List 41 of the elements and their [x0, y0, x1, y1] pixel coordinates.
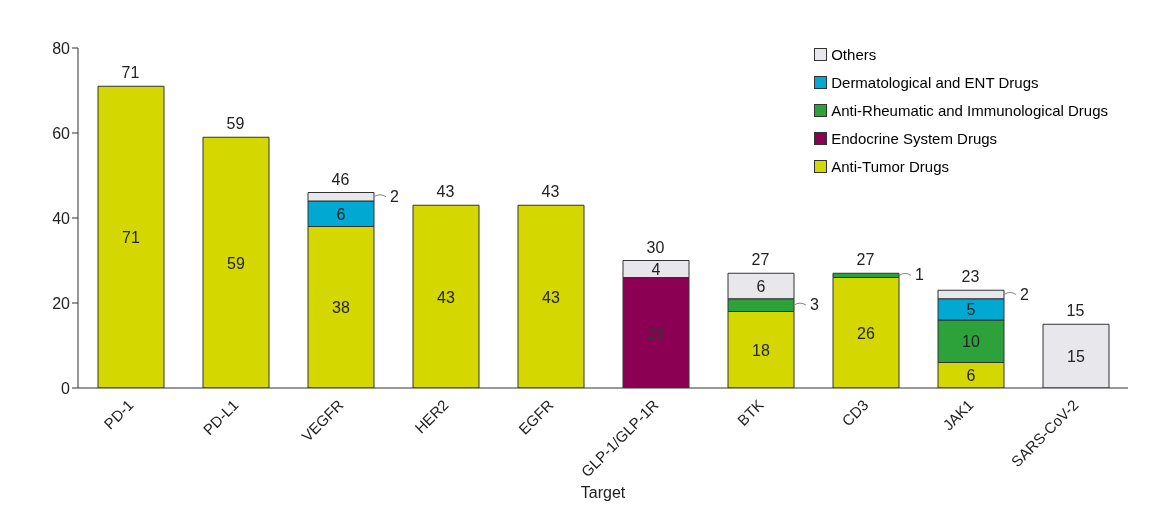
data-label: 6 [336, 205, 346, 223]
data-label: 3 [810, 296, 819, 314]
y-tick-label: 60 [52, 124, 71, 142]
x-axis-title: Target [580, 484, 626, 501]
y-tick-label: 40 [52, 209, 71, 227]
total-label: 27 [751, 251, 770, 269]
y-tick-label: 20 [52, 294, 71, 312]
y-tick-label: 80 [52, 39, 71, 57]
total-label: 15 [1066, 302, 1085, 320]
total-label: 30 [646, 238, 665, 256]
data-label: 38 [332, 299, 350, 317]
data-label: 5 [966, 301, 976, 319]
data-label: 43 [542, 288, 560, 306]
data-label: 2 [1020, 285, 1029, 303]
data-label: 4 [651, 261, 661, 278]
data-label: 6 [756, 278, 766, 295]
y-tick-label: 0 [61, 379, 71, 397]
legend-label: Others [831, 45, 877, 63]
data-label: 6 [966, 367, 976, 385]
total-label: 27 [856, 251, 875, 269]
data-label: 1 [915, 266, 924, 284]
x-tick-label: CD3 [838, 396, 872, 430]
legend-label: Anti-Rheumatic and Immunological Drugs [831, 101, 1108, 119]
data-label: 26 [647, 324, 665, 342]
total-label: 43 [436, 183, 455, 201]
legend-label: Endocrine System Drugs [831, 129, 998, 147]
legend-label: Dermatological and ENT Drugs [831, 73, 1039, 91]
data-label: 71 [122, 229, 140, 247]
legend-label: Anti-Tumor Drugs [831, 157, 950, 175]
data-label: 26 [857, 324, 875, 342]
data-label: 15 [1067, 348, 1085, 366]
total-label: 71 [121, 64, 140, 82]
total-label: 23 [961, 268, 980, 286]
data-label: 43 [437, 288, 455, 306]
data-label: 2 [390, 187, 399, 205]
total-label: 46 [331, 170, 350, 188]
total-label: 43 [541, 183, 560, 201]
data-label: 59 [227, 254, 245, 272]
total-label: 59 [226, 115, 245, 133]
data-label: 10 [962, 333, 980, 351]
data-label: 18 [752, 341, 770, 359]
